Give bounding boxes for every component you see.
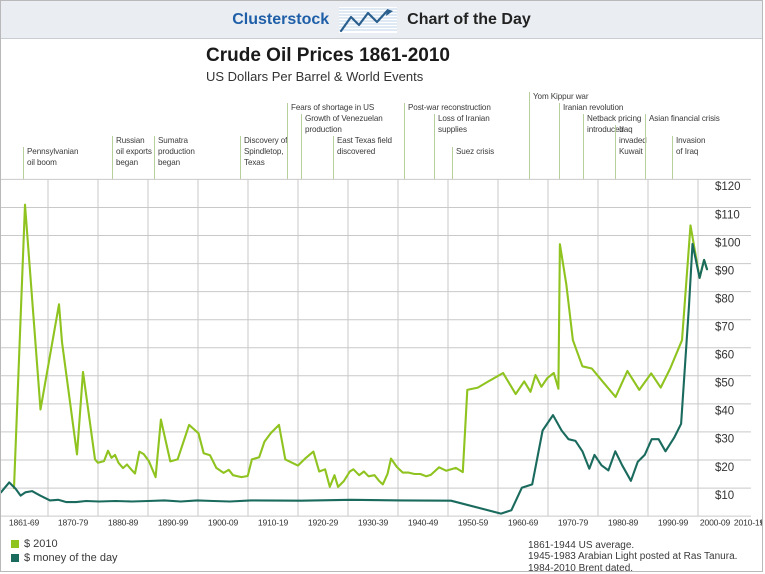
svg-text:$70: $70 xyxy=(715,322,734,334)
svg-text:1861-69: 1861-69 xyxy=(9,518,40,528)
svg-text:$80: $80 xyxy=(715,293,734,305)
svg-text:1980-89: 1980-89 xyxy=(608,518,639,528)
svg-text:$50: $50 xyxy=(715,378,734,390)
svg-text:$110: $110 xyxy=(715,209,740,221)
svg-text:1920-29: 1920-29 xyxy=(308,518,339,528)
svg-text:1940-49: 1940-49 xyxy=(408,518,439,528)
svg-text:1970-79: 1970-79 xyxy=(558,518,589,528)
svg-text:$100: $100 xyxy=(715,237,741,249)
svg-text:1880-89: 1880-89 xyxy=(108,518,139,528)
svg-text:1990-99: 1990-99 xyxy=(658,518,689,528)
svg-text:$120: $120 xyxy=(715,181,741,193)
svg-text:1960-69: 1960-69 xyxy=(508,518,539,528)
svg-text:1900-09: 1900-09 xyxy=(208,518,239,528)
svg-text:$30: $30 xyxy=(715,434,734,446)
svg-text:$20: $20 xyxy=(715,462,734,474)
svg-text:1870-79: 1870-79 xyxy=(58,518,89,528)
svg-text:$90: $90 xyxy=(715,265,734,277)
svg-text:0: 0 xyxy=(761,518,763,528)
svg-text:1890-99: 1890-99 xyxy=(158,518,189,528)
svg-text:2000-09: 2000-09 xyxy=(700,518,731,528)
svg-text:$10: $10 xyxy=(715,490,734,502)
svg-text:2010-19: 2010-19 xyxy=(734,518,763,528)
svg-text:1950-59: 1950-59 xyxy=(458,518,489,528)
svg-text:1910-19: 1910-19 xyxy=(258,518,289,528)
svg-text:$60: $60 xyxy=(715,350,734,362)
svg-text:$40: $40 xyxy=(715,406,734,418)
svg-text:1930-39: 1930-39 xyxy=(358,518,389,528)
